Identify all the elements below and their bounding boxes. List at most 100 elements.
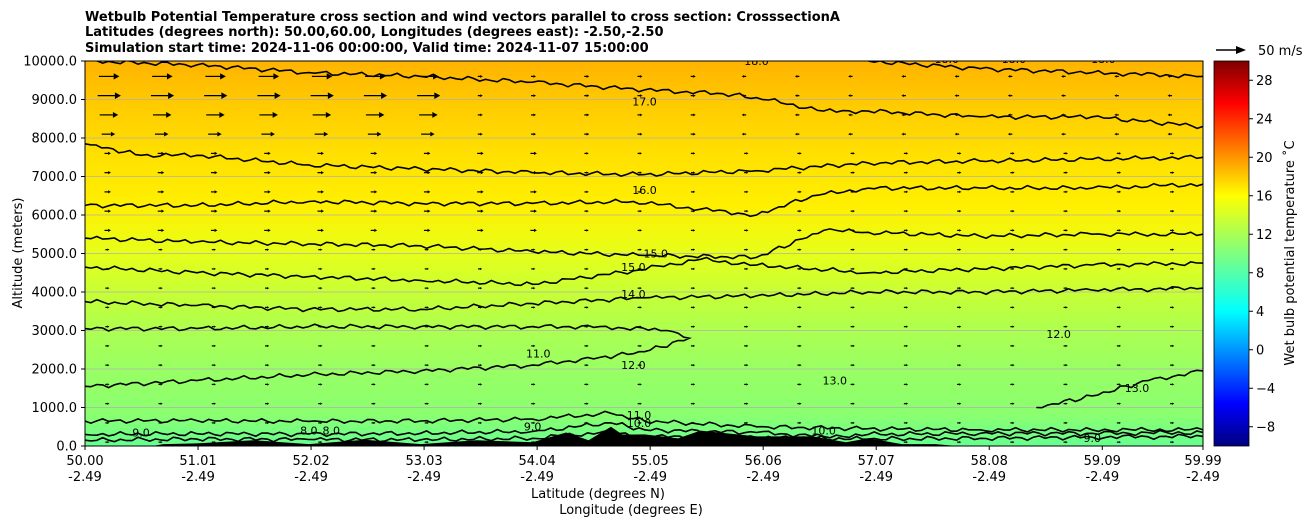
wind-vector-head bbox=[1172, 383, 1175, 386]
wind-vector-head bbox=[321, 209, 324, 213]
wind-vector-head bbox=[161, 171, 165, 175]
wind-vector-head bbox=[534, 228, 537, 232]
wind-vector-head bbox=[160, 267, 163, 271]
wind-vector-head bbox=[586, 383, 589, 386]
wind-vector-head bbox=[692, 344, 696, 348]
wind-vector-head bbox=[1172, 267, 1175, 271]
contour-line bbox=[85, 323, 692, 389]
wind-vector-head bbox=[852, 286, 855, 290]
wind-vector-head bbox=[534, 190, 537, 194]
wind-vector-head bbox=[1012, 383, 1015, 386]
wind-vector-head bbox=[1172, 344, 1175, 348]
wind-vector-head bbox=[905, 190, 909, 194]
wind-vector-head bbox=[1012, 325, 1015, 328]
wind-vector-head bbox=[959, 152, 962, 155]
wind-vector-head bbox=[110, 131, 116, 137]
wind-vector-head bbox=[1065, 306, 1068, 309]
wind-vector-head bbox=[107, 383, 110, 386]
wind-vector-head bbox=[1061, 75, 1064, 78]
wind-vector-head bbox=[692, 402, 696, 405]
wind-vector-head bbox=[848, 75, 851, 78]
wind-vector-head bbox=[1118, 190, 1122, 194]
wind-vector-head bbox=[533, 74, 536, 78]
wind-vector-head bbox=[479, 286, 483, 290]
wind-vector-head bbox=[323, 131, 329, 137]
wind-vector-head bbox=[166, 111, 172, 118]
wind-vector-head bbox=[426, 440, 429, 444]
y-tick-label: 3000.0 bbox=[32, 324, 78, 339]
wind-vector-head bbox=[799, 229, 802, 232]
wind-vector-head bbox=[1118, 229, 1122, 232]
wind-vector-head bbox=[107, 306, 110, 309]
wind-vector-head bbox=[852, 383, 855, 386]
wind-vector-head bbox=[1007, 94, 1011, 97]
wind-vector-head bbox=[959, 306, 962, 309]
y-tick-label: 2000.0 bbox=[32, 363, 78, 378]
contour-label: 12.0 bbox=[1046, 328, 1071, 341]
wind-vector-head bbox=[1012, 402, 1015, 405]
wind-vector-head bbox=[427, 151, 431, 155]
wind-vector-head bbox=[214, 228, 218, 232]
wind-vector-head bbox=[586, 267, 589, 271]
wind-vector-head bbox=[213, 402, 216, 405]
x-tick-label-latitude: 53.03 bbox=[405, 454, 442, 469]
wind-vector-head bbox=[1172, 152, 1175, 155]
wind-vector-head bbox=[692, 229, 696, 232]
wind-vector-head bbox=[374, 151, 378, 155]
wind-vector-head bbox=[267, 286, 270, 290]
contour-label: 10.0 bbox=[811, 424, 836, 437]
wind-vector-head bbox=[160, 286, 163, 290]
wind-vector-head bbox=[1012, 344, 1015, 348]
wind-vector-head bbox=[534, 209, 537, 213]
wind-vector-head bbox=[586, 171, 589, 174]
wind-vector-head bbox=[480, 74, 483, 78]
wind-vector-head bbox=[852, 267, 855, 271]
wind-vector-head bbox=[954, 94, 958, 97]
wind-vector-head bbox=[113, 73, 120, 80]
wind-vector-head bbox=[373, 344, 376, 348]
colorbar-scale bbox=[1213, 60, 1250, 447]
wind-vector-head bbox=[639, 344, 642, 348]
wind-vector-head bbox=[533, 306, 536, 309]
quiver-key-label: 50 m/s bbox=[1258, 44, 1303, 59]
wind-vector-head bbox=[1118, 363, 1121, 367]
wind-vector-head bbox=[586, 344, 589, 348]
wind-vector-head bbox=[426, 402, 429, 405]
wind-vector-head bbox=[1065, 190, 1068, 194]
wind-vector-head bbox=[1172, 248, 1175, 251]
wind-vector-head bbox=[746, 209, 749, 213]
wind-vector-head bbox=[799, 363, 802, 367]
wind-vector-head bbox=[1118, 440, 1121, 444]
wind-vector-head bbox=[432, 111, 438, 118]
wind-vector-head bbox=[1065, 402, 1068, 405]
wind-vector-head bbox=[373, 306, 376, 309]
wind-vector-head bbox=[959, 286, 962, 290]
wind-vector-head bbox=[533, 132, 536, 136]
wind-vector-head bbox=[108, 151, 111, 155]
wind-vector-head bbox=[741, 132, 745, 136]
wind-vector-head bbox=[586, 209, 589, 213]
wind-vector-head bbox=[1167, 132, 1171, 136]
wind-vector-head bbox=[794, 132, 798, 136]
wind-vector-head bbox=[480, 94, 483, 98]
wind-vector-head bbox=[434, 92, 441, 99]
wind-vector-head bbox=[1172, 306, 1175, 309]
wind-vector-head bbox=[533, 94, 536, 98]
wind-vector-head bbox=[213, 344, 216, 348]
wind-vector-head bbox=[692, 248, 696, 251]
wind-vector-head bbox=[905, 421, 908, 425]
wind-vector-head bbox=[794, 94, 798, 97]
wind-vector-head bbox=[905, 383, 909, 386]
wind-vector-head bbox=[213, 248, 216, 251]
wind-vector-head bbox=[799, 248, 802, 251]
x-tick-label-latitude: 51.01 bbox=[179, 454, 216, 469]
wind-vector-head bbox=[1114, 94, 1117, 97]
contour-label: 11.0 bbox=[526, 347, 551, 360]
x-tick-label-longitude: -2.49 bbox=[407, 470, 441, 485]
wind-vector-head bbox=[213, 363, 216, 367]
wind-vector-head bbox=[374, 190, 378, 194]
wind-vector-head bbox=[852, 325, 855, 328]
wind-vector-head bbox=[639, 286, 642, 290]
wind-vector-head bbox=[320, 248, 323, 251]
wind-vector-head bbox=[1012, 440, 1015, 444]
